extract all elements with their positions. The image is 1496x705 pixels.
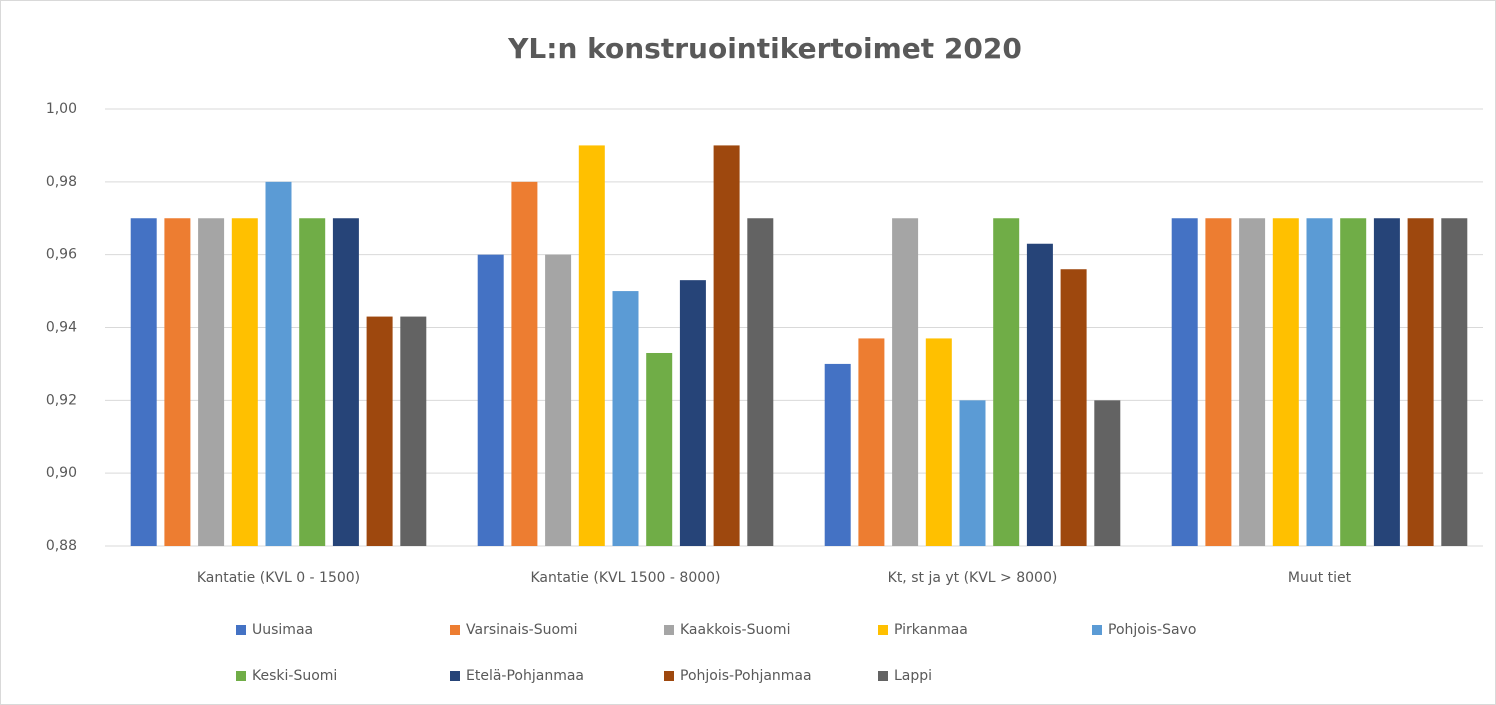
y-tick-label: 1,00 (46, 101, 77, 117)
bar (612, 291, 639, 546)
legend-label: Varsinais-Suomi (466, 622, 578, 638)
bar (993, 218, 1020, 546)
bar (1272, 218, 1299, 546)
bar (366, 316, 393, 546)
bar (679, 280, 706, 546)
legend-label: Keski-Suomi (252, 668, 337, 684)
bar (332, 218, 359, 546)
bar (959, 400, 986, 546)
bar (1239, 218, 1266, 546)
x-tick-label: Kantatie (KVL 0 - 1500) (197, 570, 360, 586)
bar (299, 218, 326, 546)
bar (1340, 218, 1367, 546)
legend-label: Pirkanmaa (894, 622, 968, 638)
legend-label: Pohjois-Savo (1108, 622, 1196, 638)
bar (1441, 218, 1468, 546)
bar (198, 218, 225, 546)
bar (477, 254, 504, 546)
legend-swatch (450, 671, 460, 681)
x-tick-label: Muut tiet (1288, 570, 1352, 586)
bar (858, 338, 885, 546)
bar (265, 181, 292, 547)
legend-swatch (878, 625, 888, 635)
y-tick-label: 0,98 (46, 174, 77, 190)
legend-label: Kaakkois-Suomi (680, 622, 790, 638)
legend-swatch (1092, 625, 1102, 635)
bar (1171, 218, 1198, 546)
legend-swatch (236, 625, 246, 635)
bar (1026, 243, 1053, 546)
bar (130, 218, 157, 546)
chart-title: YL:n konstruointikertoimet 2020 (507, 32, 1022, 65)
bar (231, 218, 258, 546)
legend-swatch (236, 671, 246, 681)
bar (400, 316, 427, 546)
legend-swatch (664, 625, 674, 635)
bar (925, 338, 952, 546)
y-tick-label: 0,96 (46, 247, 77, 263)
legend-swatch (450, 625, 460, 635)
bar (1306, 218, 1333, 546)
legend-label: Lappi (894, 668, 932, 684)
x-tick-label: Kt, st ja yt (KVL > 8000) (888, 570, 1058, 586)
legend-label: Uusimaa (252, 622, 313, 638)
bar (578, 145, 605, 546)
bar (511, 181, 538, 547)
bar (1205, 218, 1232, 546)
y-tick-label: 0,90 (46, 465, 77, 481)
bar (164, 218, 191, 546)
bar (892, 218, 919, 546)
x-tick-label: Kantatie (KVL 1500 - 8000) (530, 570, 720, 586)
legend-label: Etelä-Pohjanmaa (466, 668, 584, 684)
bar (824, 363, 851, 546)
y-tick-label: 0,94 (46, 320, 77, 336)
y-tick-label: 0,92 (46, 392, 77, 408)
bar (747, 218, 774, 546)
bar (1407, 218, 1434, 546)
bar (1060, 269, 1087, 546)
bar (545, 254, 572, 546)
legend-swatch (664, 671, 674, 681)
y-tick-label: 0,88 (46, 538, 77, 554)
bar (713, 145, 740, 546)
legend-swatch (878, 671, 888, 681)
bar (646, 352, 673, 546)
bar (1373, 218, 1400, 546)
legend-label: Pohjois-Pohjanmaa (680, 668, 812, 684)
bar (1094, 400, 1121, 546)
